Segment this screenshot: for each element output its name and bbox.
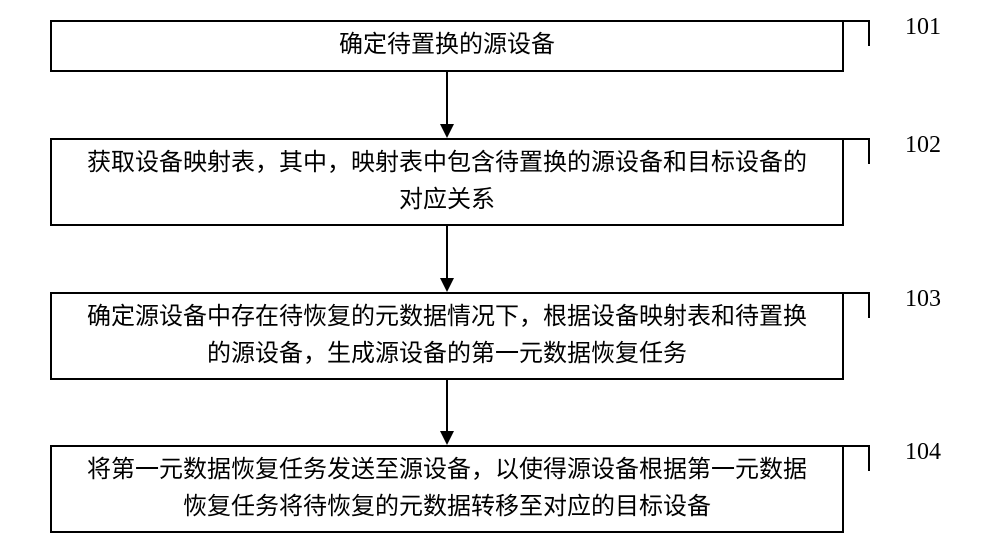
flowchart-canvas: 确定待置换的源设备 获取设备映射表，其中，映射表中包含待置换的源设备和目标设备的… (0, 0, 1000, 539)
flow-edge-3 (0, 0, 1000, 539)
